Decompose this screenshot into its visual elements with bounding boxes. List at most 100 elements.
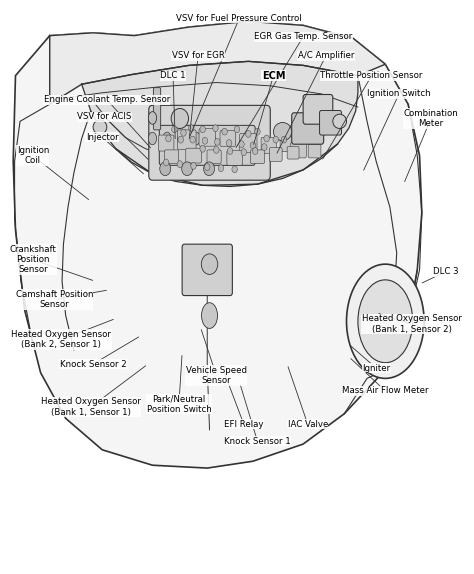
Ellipse shape (207, 132, 215, 145)
Text: Combination
Meter: Combination Meter (403, 109, 458, 128)
Circle shape (234, 126, 240, 133)
Text: Heated Oxygen Sensor
(Bank 1, Sensor 1): Heated Oxygen Sensor (Bank 1, Sensor 1) (41, 397, 141, 417)
Text: VSV for EGR: VSV for EGR (172, 51, 225, 60)
Polygon shape (50, 21, 385, 104)
Circle shape (250, 142, 255, 149)
Circle shape (201, 254, 218, 274)
Circle shape (189, 125, 194, 131)
FancyBboxPatch shape (250, 150, 264, 164)
Ellipse shape (192, 132, 201, 145)
Circle shape (215, 138, 220, 145)
FancyBboxPatch shape (154, 88, 161, 130)
Text: Heated Oxygen Sensor
(Bank 1, Sensor 2): Heated Oxygen Sensor (Bank 1, Sensor 2) (362, 315, 462, 334)
FancyBboxPatch shape (280, 137, 294, 152)
Circle shape (264, 135, 269, 142)
Text: VSV for ACIS: VSV for ACIS (77, 113, 132, 121)
FancyBboxPatch shape (220, 130, 236, 146)
FancyBboxPatch shape (291, 142, 306, 158)
Text: Camshaft Position
Sensor: Camshaft Position Sensor (16, 290, 93, 309)
FancyBboxPatch shape (149, 106, 270, 180)
FancyBboxPatch shape (308, 144, 321, 158)
Circle shape (222, 128, 228, 135)
Text: Heated Oxygen Sensor
(Bank 2, Sensor 1): Heated Oxygen Sensor (Bank 2, Sensor 1) (11, 330, 111, 349)
Polygon shape (82, 61, 358, 187)
Text: A/C Amplifier: A/C Amplifier (298, 51, 354, 60)
Ellipse shape (201, 302, 218, 328)
FancyBboxPatch shape (182, 244, 232, 296)
Circle shape (232, 166, 237, 173)
Text: Ignition Switch: Ignition Switch (367, 90, 431, 98)
Circle shape (273, 136, 278, 143)
Polygon shape (13, 21, 422, 468)
Text: Knock Sensor 2: Knock Sensor 2 (60, 360, 127, 369)
FancyBboxPatch shape (158, 135, 174, 151)
Circle shape (177, 161, 182, 168)
Ellipse shape (346, 264, 424, 378)
Text: Throttle Position Sensor: Throttle Position Sensor (320, 71, 423, 80)
Text: VSV for Fuel Pressure Control: VSV for Fuel Pressure Control (176, 14, 302, 23)
Text: Injector: Injector (86, 133, 118, 142)
Circle shape (255, 128, 260, 135)
FancyBboxPatch shape (240, 133, 257, 153)
FancyBboxPatch shape (269, 148, 282, 161)
Ellipse shape (358, 280, 413, 363)
Circle shape (204, 164, 210, 170)
Ellipse shape (333, 114, 346, 129)
Text: Vehicle Speed
Sensor: Vehicle Speed Sensor (186, 366, 247, 385)
Circle shape (213, 125, 218, 131)
Text: DLC 1: DLC 1 (160, 71, 186, 80)
Circle shape (202, 137, 208, 144)
Text: Mass Air Flow Meter: Mass Air Flow Meter (342, 386, 428, 395)
Circle shape (262, 144, 267, 150)
Text: DLC 3: DLC 3 (433, 267, 459, 276)
Circle shape (191, 162, 196, 169)
Circle shape (253, 148, 258, 154)
Circle shape (227, 139, 232, 146)
FancyBboxPatch shape (292, 113, 324, 144)
Ellipse shape (148, 132, 156, 145)
FancyBboxPatch shape (199, 129, 216, 146)
Ellipse shape (171, 108, 189, 129)
Circle shape (214, 146, 219, 153)
Text: Ignition
Coil: Ignition Coil (17, 146, 49, 165)
Text: EGR Gas Temp. Sensor: EGR Gas Temp. Sensor (254, 32, 352, 41)
Circle shape (172, 126, 177, 133)
Circle shape (181, 129, 186, 136)
Circle shape (204, 162, 215, 176)
Circle shape (182, 162, 192, 176)
Circle shape (166, 135, 171, 142)
FancyBboxPatch shape (319, 110, 341, 135)
Text: EFI Relay: EFI Relay (224, 420, 264, 429)
Ellipse shape (93, 120, 107, 134)
Circle shape (246, 130, 251, 137)
Circle shape (281, 136, 287, 143)
Circle shape (200, 126, 205, 133)
FancyBboxPatch shape (227, 150, 242, 165)
Circle shape (164, 159, 169, 166)
Ellipse shape (273, 122, 292, 141)
FancyBboxPatch shape (261, 137, 277, 153)
Text: ECM: ECM (262, 71, 285, 81)
Circle shape (218, 165, 224, 172)
Ellipse shape (178, 132, 186, 145)
FancyBboxPatch shape (186, 148, 201, 163)
FancyBboxPatch shape (159, 125, 255, 165)
Ellipse shape (221, 132, 229, 145)
Text: Engine Coolant Temp. Sensor: Engine Coolant Temp. Sensor (44, 95, 170, 104)
Text: Crankshaft
Position
Sensor: Crankshaft Position Sensor (9, 245, 56, 274)
Ellipse shape (163, 132, 171, 145)
Text: Knock Sensor 1: Knock Sensor 1 (224, 437, 291, 446)
Text: Park/Neutral
Position Switch: Park/Neutral Position Switch (146, 394, 211, 414)
Text: IAC Valve: IAC Valve (288, 420, 328, 429)
Circle shape (239, 141, 244, 148)
FancyBboxPatch shape (177, 130, 196, 149)
Circle shape (178, 136, 183, 143)
Circle shape (160, 162, 171, 176)
Text: Igniter: Igniter (362, 363, 390, 373)
Ellipse shape (148, 111, 156, 124)
FancyBboxPatch shape (207, 150, 221, 164)
FancyBboxPatch shape (164, 150, 179, 164)
FancyBboxPatch shape (303, 95, 333, 124)
Circle shape (190, 136, 195, 143)
Circle shape (200, 145, 205, 152)
